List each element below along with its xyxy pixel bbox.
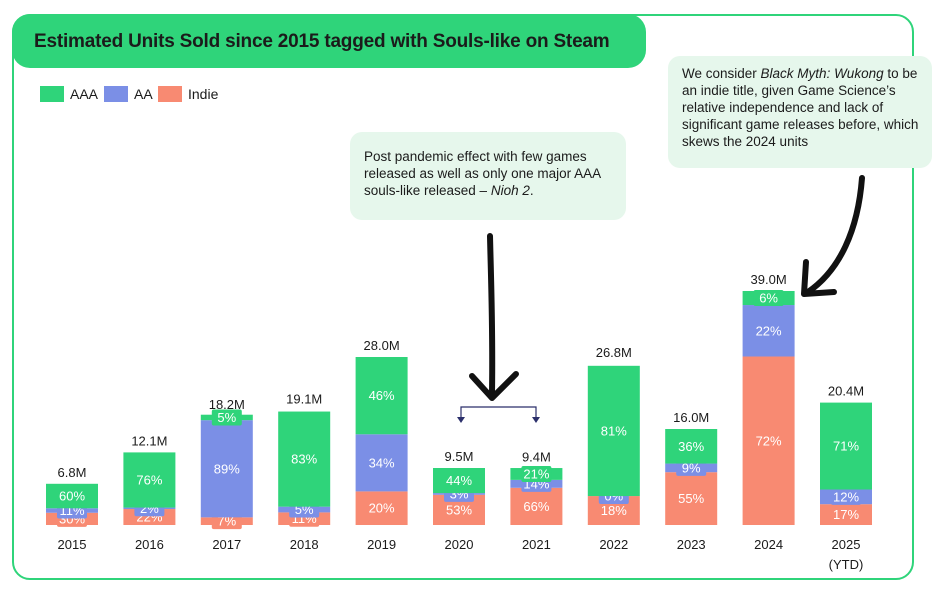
total-label-2016: 12.1M: [131, 433, 167, 448]
bar-indie-2021: [510, 487, 563, 525]
legend-item-aaa: AAA: [40, 86, 98, 102]
bar-aaa-2020: [433, 468, 485, 494]
bar-label-indie-2025: 17%: [833, 507, 859, 522]
bar-label-aaa-2023: 36%: [678, 439, 704, 454]
bar-indie-2023: [665, 472, 718, 525]
year-label-2022: 2022: [599, 537, 628, 552]
bar-aa-2024: [742, 305, 795, 357]
total-label-2024: 39.0M: [751, 272, 787, 287]
bar-aaa-2018: [278, 411, 331, 507]
total-label-2018: 19.1M: [286, 391, 322, 406]
legend-swatch-indie: [158, 86, 182, 102]
bar-aaa-2016: [123, 452, 176, 508]
annotation-wukong-end: to be an indie title, given Game Science…: [682, 66, 919, 149]
total-label-2017: 18.2M: [209, 397, 245, 412]
legend-item-aa: AA: [104, 86, 153, 102]
bar-aaa-2022: [587, 365, 640, 497]
annotation-wukong: We consider Black Myth: Wukong to be an …: [668, 56, 932, 168]
bar-label-indie-2023: 55%: [678, 491, 704, 506]
total-label-2015: 6.8M: [58, 465, 87, 480]
total-label-2019: 28.0M: [364, 338, 400, 353]
bar-label-indie-2019: 20%: [369, 501, 395, 516]
year-label-2025: 2025: [832, 537, 861, 552]
year-label-2016: 2016: [135, 537, 164, 552]
legend-swatch-aaa: [40, 86, 64, 102]
bar-label-indie-2017: 7%: [217, 514, 236, 529]
bar-label-aaa-2018: 83%: [291, 452, 317, 467]
annotation-pandemic-italic: Nioh 2: [490, 183, 530, 198]
legend-swatch-aa: [104, 86, 128, 102]
bar-label-indie-2020: 53%: [446, 502, 472, 517]
year-label-2015: 2015: [58, 537, 87, 552]
bar-aaa-2019: [355, 357, 408, 435]
bar-label-indie-2024: 72%: [756, 433, 782, 448]
annotation-pandemic-text: Post pandemic effect with few games rele…: [364, 149, 601, 198]
pandemic-bracket: [460, 406, 537, 420]
annotation-wukong-italic: Black Myth: Wukong: [760, 66, 884, 81]
wukong-arrow-shaft: [805, 175, 865, 295]
legend-label-aa: AA: [134, 86, 153, 102]
legend-label-indie: Indie: [188, 86, 219, 102]
bar-aaa-2025: [820, 402, 872, 490]
total-label-2020: 9.5M: [445, 449, 474, 464]
bar-label-aaa-2019: 46%: [369, 388, 395, 403]
bar-label-bg-aaa-2024: [753, 290, 784, 307]
legend-item-indie: Indie: [158, 86, 218, 102]
year-label-2020: 2020: [445, 537, 474, 552]
year-label-2019: 2019: [367, 537, 396, 552]
year-label-2017: 2017: [212, 537, 241, 552]
bar-indie-2019: [355, 491, 408, 525]
bar-label-aaa-2020: 44%: [446, 473, 472, 488]
total-label-2022: 26.8M: [596, 345, 632, 360]
bar-indie-2025: [820, 504, 872, 525]
bars-layer: 30%11%60%6.8M201522%2%76%12.1M20167%89%5…: [46, 272, 872, 572]
bar-label-aaa-2016: 76%: [136, 472, 162, 487]
year-label-2023: 2023: [677, 537, 706, 552]
legend-label-aaa: AAA: [70, 86, 99, 102]
bar-label-aa-2023: 9%: [682, 460, 701, 475]
bar-aa-2019: [355, 434, 408, 492]
year-sublabel-2025: (YTD): [829, 557, 864, 572]
total-label-2025: 20.4M: [828, 384, 864, 399]
year-label-2024: 2024: [754, 537, 783, 552]
bar-label-aaa-2025: 71%: [833, 439, 859, 454]
bar-label-indie-2022: 18%: [601, 503, 627, 518]
bar-indie-2024: [742, 356, 795, 525]
bar-label-aaa-2022: 81%: [601, 423, 627, 438]
annotation-wukong-text: We consider: [682, 66, 761, 81]
bar-label-aa-2017: 89%: [214, 461, 240, 476]
bar-label-aa-2025: 12%: [833, 489, 859, 504]
bar-label-indie-2021: 66%: [523, 499, 549, 514]
bar-label-aa-2019: 34%: [369, 455, 395, 470]
pandemic-arrow-head: [469, 371, 519, 401]
chart-title: Estimated Units Sold since 2015 tagged w…: [34, 31, 610, 52]
pandemic-bracket-right-tip: [532, 417, 540, 423]
bar-label-aaa-2015: 60%: [59, 489, 85, 504]
pandemic-bracket-left-tip: [457, 417, 465, 423]
bar-label-aaa-2021: 21%: [523, 466, 549, 481]
total-label-2021: 9.4M: [522, 450, 551, 465]
title-banner: [12, 14, 646, 68]
bar-label-bg-aa-2023: [676, 459, 707, 476]
year-label-2018: 2018: [290, 537, 319, 552]
bar-label-bg-aa-2025: [831, 488, 861, 505]
bar-label-aaa-2017: 5%: [217, 410, 236, 425]
wukong-arrow-head: [801, 259, 837, 297]
annotation-pandemic: Post pandemic effect with few games rele…: [350, 132, 626, 220]
bar-aaa-2023: [665, 429, 718, 464]
bar-label-aaa-2024: 6%: [759, 291, 778, 306]
year-label-2021: 2021: [522, 537, 551, 552]
bar-aaa-2015: [46, 483, 98, 509]
bar-aa-2017: [200, 420, 253, 518]
annotation-pandemic-end: .: [529, 183, 534, 198]
arrows-layer: [457, 175, 865, 423]
bar-label-bg-aaa-2021: [521, 465, 552, 482]
bar-label-bg-aaa-2017: [211, 409, 242, 426]
pandemic-arrow-shaft: [487, 233, 496, 395]
bar-label-aa-2024: 22%: [756, 323, 782, 338]
total-label-2023: 16.0M: [673, 410, 709, 425]
